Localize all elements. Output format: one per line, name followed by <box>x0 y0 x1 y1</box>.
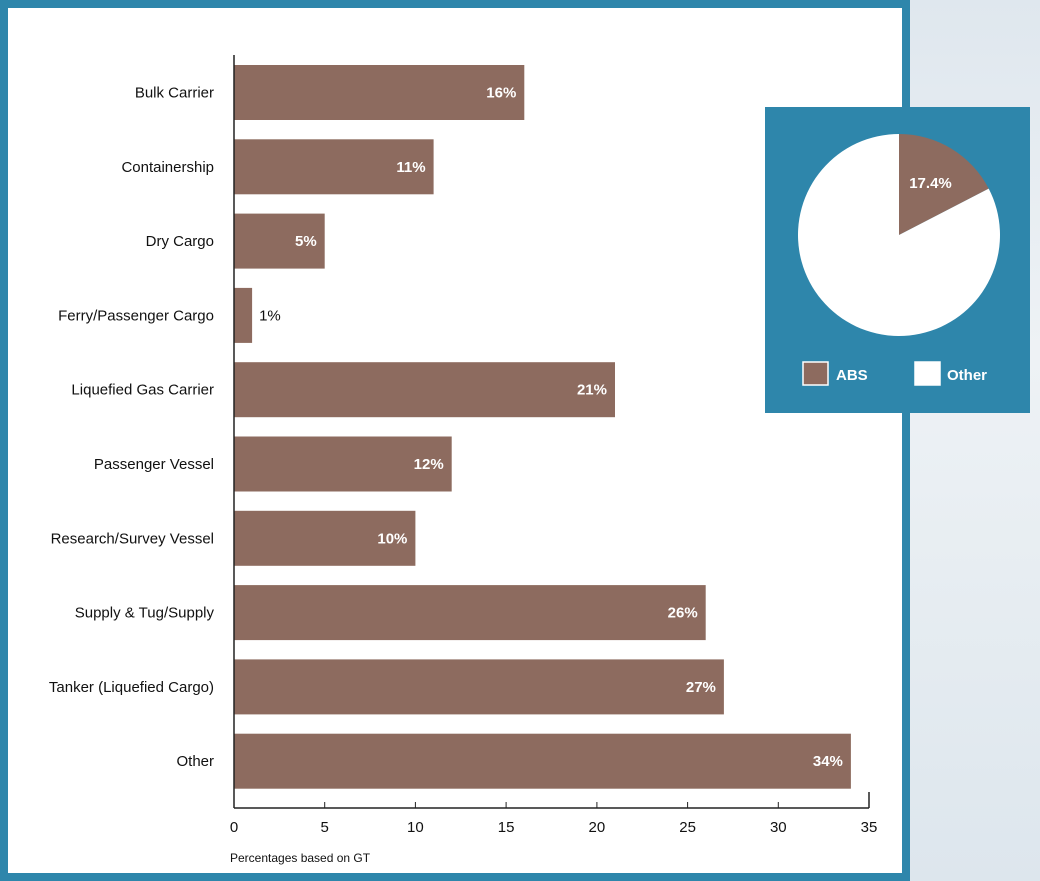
bar-other <box>234 733 851 789</box>
bar-passenger-vessel <box>234 436 452 492</box>
data-label: 21% <box>577 382 607 399</box>
x-tick-label: 35 <box>861 819 878 836</box>
pie-chart: 17.4% ABS Other <box>765 107 1030 413</box>
x-tick-label: 5 <box>321 819 329 836</box>
category-label: Other <box>176 753 214 770</box>
x-tick-label: 0 <box>230 819 238 836</box>
data-label: 11% <box>396 159 425 176</box>
x-tick-label: 25 <box>679 819 696 836</box>
category-label: Tanker (Liquefied Cargo) <box>49 679 214 696</box>
category-label: Bulk Carrier <box>135 85 214 102</box>
bar-ferry-passenger-cargo <box>234 287 253 343</box>
pie-slice-abs <box>899 134 989 235</box>
data-label: 12% <box>414 456 444 473</box>
bar-chart: Bulk Carrier 16% Containership 11% Dry Cargo… <box>49 55 877 865</box>
legend-swatch-abs <box>802 361 829 386</box>
legend-label: Other <box>947 367 987 384</box>
bar-bulk-carrier <box>234 65 525 120</box>
pie-slice-other <box>797 134 1000 337</box>
category-label: Liquefied Gas Carrier <box>71 382 214 399</box>
data-label: 5% <box>295 233 317 250</box>
category-label: Research/Survey Vessel <box>51 530 214 547</box>
bar-containership <box>234 139 434 195</box>
data-label: 10% <box>377 530 407 547</box>
category-label: Passenger Vessel <box>94 456 214 473</box>
category-label: Ferry/Passenger Cargo <box>58 307 214 324</box>
x-axis-title: Percentages based on GT <box>230 851 371 865</box>
data-label: 1% <box>259 307 281 324</box>
bar-research-survey-vessel <box>234 510 416 566</box>
x-tick-label: 30 <box>770 819 787 836</box>
legend-swatch-other <box>914 361 941 386</box>
bar-supply-tug-supply <box>234 585 706 641</box>
category-label: Supply & Tug/Supply <box>75 605 215 622</box>
legend-label: ABS <box>836 367 868 384</box>
data-label: 26% <box>668 605 698 622</box>
bar-liquefied-gas-carrier <box>234 362 615 418</box>
bar-tanker-liquefied-cargo <box>234 659 724 715</box>
data-label: 34% <box>813 753 843 770</box>
category-label: Containership <box>121 159 214 176</box>
pie-slice-label: 17.4% <box>909 175 952 192</box>
x-tick-label: 20 <box>589 819 606 836</box>
x-tick-label: 15 <box>498 819 515 836</box>
x-tick-label: 10 <box>407 819 424 836</box>
category-label: Dry Cargo <box>146 233 214 250</box>
bar-dry-cargo <box>234 213 325 269</box>
data-label: 16% <box>486 85 516 102</box>
data-label: 27% <box>686 679 716 696</box>
